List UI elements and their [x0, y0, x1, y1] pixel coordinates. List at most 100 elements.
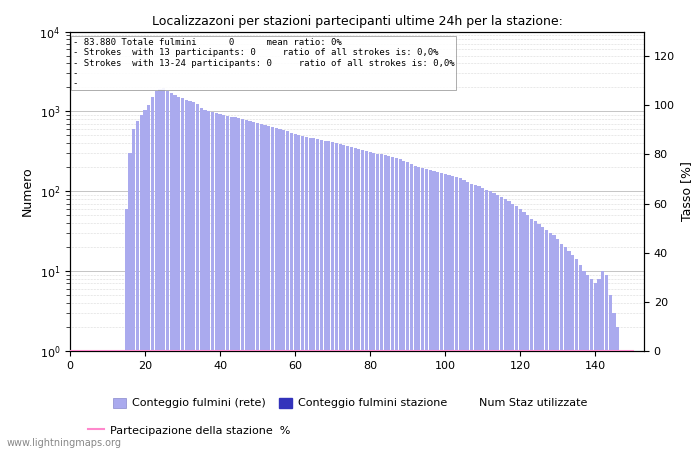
Bar: [252, 122, 256, 450]
Bar: [533, 221, 537, 450]
Bar: [226, 116, 229, 450]
Bar: [169, 93, 173, 450]
Bar: [444, 174, 447, 450]
Bar: [586, 275, 589, 450]
Bar: [151, 97, 154, 450]
Legend: Partecipazione della stazione  %: Partecipazione della stazione %: [83, 421, 295, 440]
Bar: [346, 146, 349, 450]
Bar: [496, 195, 499, 450]
Bar: [447, 175, 451, 450]
Text: - 83.880 Totale fulmini      0      mean ratio: 0%
- Strokes  with 13 participan: - 83.880 Totale fulmini 0 mean ratio: 0%…: [73, 38, 454, 89]
Bar: [361, 150, 364, 450]
Title: Localizzazoni per stazioni partecipanti ultime 24h per la stazione:: Localizzazoni per stazioni partecipanti …: [152, 14, 562, 27]
Bar: [155, 91, 158, 450]
Bar: [88, 351, 90, 450]
Bar: [80, 351, 83, 450]
Bar: [207, 112, 211, 450]
Bar: [500, 197, 503, 450]
Bar: [508, 201, 510, 450]
Bar: [519, 209, 522, 450]
Bar: [458, 178, 462, 450]
Bar: [522, 212, 526, 450]
Bar: [248, 121, 252, 450]
Bar: [474, 185, 477, 450]
Bar: [99, 351, 101, 450]
Bar: [286, 131, 289, 450]
Bar: [436, 172, 440, 450]
Bar: [83, 351, 87, 450]
Bar: [568, 251, 570, 450]
Bar: [620, 351, 623, 450]
Bar: [605, 275, 608, 450]
Bar: [147, 105, 150, 450]
Bar: [301, 136, 304, 450]
Text: www.lightningmaps.org: www.lightningmaps.org: [7, 438, 122, 448]
Bar: [342, 145, 346, 450]
Bar: [538, 224, 540, 450]
Legend: Conteggio fulmini (rete), Conteggio fulmini stazione, Num Staz utilizzate: Conteggio fulmini (rete), Conteggio fulm…: [108, 393, 592, 413]
Bar: [106, 351, 109, 450]
Bar: [503, 199, 507, 450]
Bar: [384, 155, 386, 450]
Bar: [188, 101, 192, 450]
Bar: [556, 239, 559, 450]
Bar: [552, 235, 556, 450]
Bar: [196, 104, 200, 450]
Bar: [113, 351, 117, 450]
Bar: [410, 164, 413, 450]
Bar: [601, 271, 604, 450]
Bar: [211, 112, 214, 450]
Bar: [414, 166, 416, 450]
Bar: [597, 279, 601, 450]
Bar: [328, 141, 330, 450]
Bar: [91, 351, 94, 450]
Y-axis label: Tasso [%]: Tasso [%]: [680, 161, 694, 221]
Bar: [181, 99, 184, 450]
Bar: [128, 153, 132, 450]
Bar: [365, 151, 368, 450]
Bar: [263, 125, 267, 450]
Bar: [406, 162, 410, 450]
Bar: [616, 327, 620, 450]
Bar: [94, 351, 98, 450]
Bar: [312, 138, 316, 450]
Bar: [193, 102, 195, 450]
Bar: [199, 108, 203, 450]
Bar: [582, 271, 586, 450]
Bar: [590, 279, 593, 450]
Bar: [339, 144, 342, 450]
Bar: [241, 119, 244, 450]
Bar: [608, 295, 612, 450]
Bar: [72, 351, 76, 450]
Bar: [391, 157, 394, 450]
Bar: [433, 171, 435, 450]
Bar: [440, 173, 443, 450]
Bar: [204, 110, 206, 450]
Bar: [76, 351, 79, 450]
Bar: [515, 206, 518, 450]
Bar: [121, 351, 124, 450]
Bar: [102, 351, 106, 450]
Bar: [279, 129, 281, 450]
Bar: [162, 88, 165, 450]
Bar: [481, 188, 484, 450]
Bar: [549, 233, 552, 450]
Bar: [144, 110, 146, 450]
Bar: [274, 128, 278, 450]
Bar: [350, 147, 353, 450]
Bar: [477, 186, 480, 450]
Bar: [579, 265, 582, 450]
Bar: [110, 351, 113, 450]
Bar: [631, 351, 634, 450]
Bar: [234, 117, 237, 450]
Bar: [267, 126, 270, 450]
Bar: [428, 170, 432, 450]
Bar: [125, 209, 128, 450]
Bar: [564, 247, 567, 450]
Bar: [624, 351, 626, 450]
Bar: [256, 123, 259, 450]
Bar: [376, 154, 379, 450]
Bar: [271, 127, 274, 450]
Bar: [541, 227, 545, 450]
Bar: [455, 177, 458, 450]
